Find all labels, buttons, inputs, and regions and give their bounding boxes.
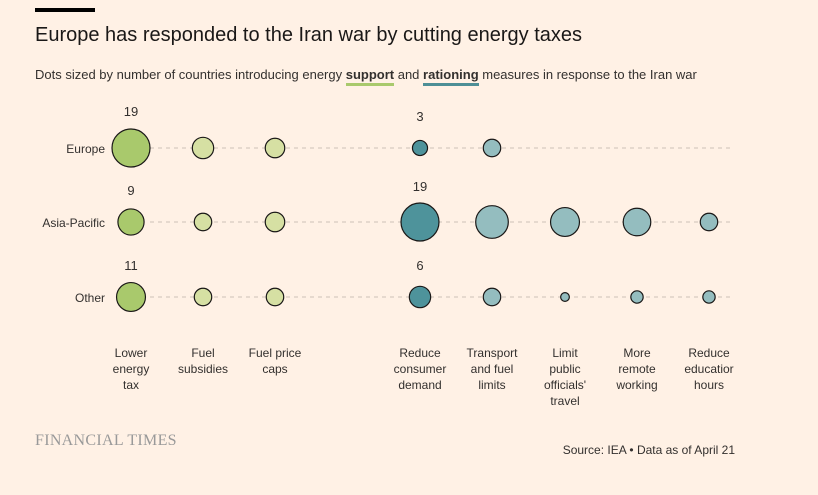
bubble-europe-4 — [482, 138, 502, 158]
bubble-europe-0 — [111, 128, 151, 168]
category-label: demand — [398, 378, 441, 392]
category-label: and fuel — [471, 362, 514, 376]
category-label: Fuel — [191, 346, 214, 360]
bubble-other-4 — [482, 287, 502, 307]
category-label: Limit — [552, 346, 578, 360]
category-label: Reduce — [399, 346, 441, 360]
bubble-europe-1 — [191, 136, 215, 160]
subtitle-text: measures in response to the Iran war — [478, 67, 697, 82]
category-label: public — [549, 362, 580, 376]
category-label: consumer — [394, 362, 447, 376]
bubble-europe-2 — [264, 137, 286, 159]
category-label: Transport — [467, 346, 519, 360]
ft-top-bar — [35, 8, 95, 12]
bubble-other-2 — [265, 287, 285, 307]
bubble-other-5 — [560, 292, 570, 302]
category-label: caps — [262, 362, 287, 376]
bubble-asia-pacific-0 — [117, 208, 145, 236]
category-label: travel — [550, 394, 579, 408]
subtitle-text: Dots sized by number of countries introd… — [35, 67, 346, 82]
value-label: 11 — [124, 258, 138, 273]
source-note: Source: IEA • Data as of April 21 — [562, 443, 735, 457]
bubble-other-7 — [702, 290, 716, 304]
bubble-other-1 — [193, 287, 213, 307]
chart-subtitle: Dots sized by number of countries introd… — [35, 67, 697, 86]
category-label: remote — [618, 362, 656, 376]
value-label: 19 — [124, 104, 138, 119]
category-label: Lower — [115, 346, 148, 360]
subtitle-text: and — [394, 67, 424, 82]
value-label: 19 — [413, 179, 427, 194]
value-label: 3 — [416, 109, 423, 124]
category-label: hours — [694, 378, 724, 392]
bubble-asia-pacific-6 — [622, 207, 652, 237]
bubble-asia-pacific-4 — [475, 205, 509, 239]
category-label: tax — [123, 378, 139, 392]
bubble-asia-pacific-3 — [400, 202, 440, 242]
row-label: Asia-Pacific — [42, 216, 105, 230]
bubble-asia-pacific-7 — [699, 212, 719, 232]
support-legend: support — [345, 67, 395, 86]
bubble-asia-pacific-5 — [549, 206, 581, 238]
rationing-legend: rationing — [423, 67, 479, 86]
row-label: Europe — [66, 142, 105, 156]
ft-logo: FINANCIAL TIMES — [35, 432, 177, 449]
row-label: Other — [75, 291, 105, 305]
category-label: Fuel price — [249, 346, 302, 360]
bubble-asia-pacific-1 — [193, 212, 213, 232]
bubble-other-6 — [630, 290, 644, 304]
bubble-other-3 — [408, 285, 432, 309]
value-label: 6 — [416, 258, 423, 273]
category-label: working — [615, 378, 657, 392]
value-label: 9 — [127, 183, 134, 198]
category-label: educatior — [684, 362, 733, 376]
category-label: More — [623, 346, 651, 360]
category-label: limits — [478, 378, 505, 392]
category-label: energy — [113, 362, 150, 376]
bubble-other-0 — [115, 281, 147, 313]
category-label: subsidies — [178, 362, 228, 376]
category-label: Reduce — [688, 346, 730, 360]
category-label: officials' — [544, 378, 586, 392]
bubble-europe-3 — [411, 139, 429, 157]
chart-title: Europe has responded to the Iran war by … — [35, 24, 583, 46]
bubble-asia-pacific-2 — [264, 211, 286, 233]
